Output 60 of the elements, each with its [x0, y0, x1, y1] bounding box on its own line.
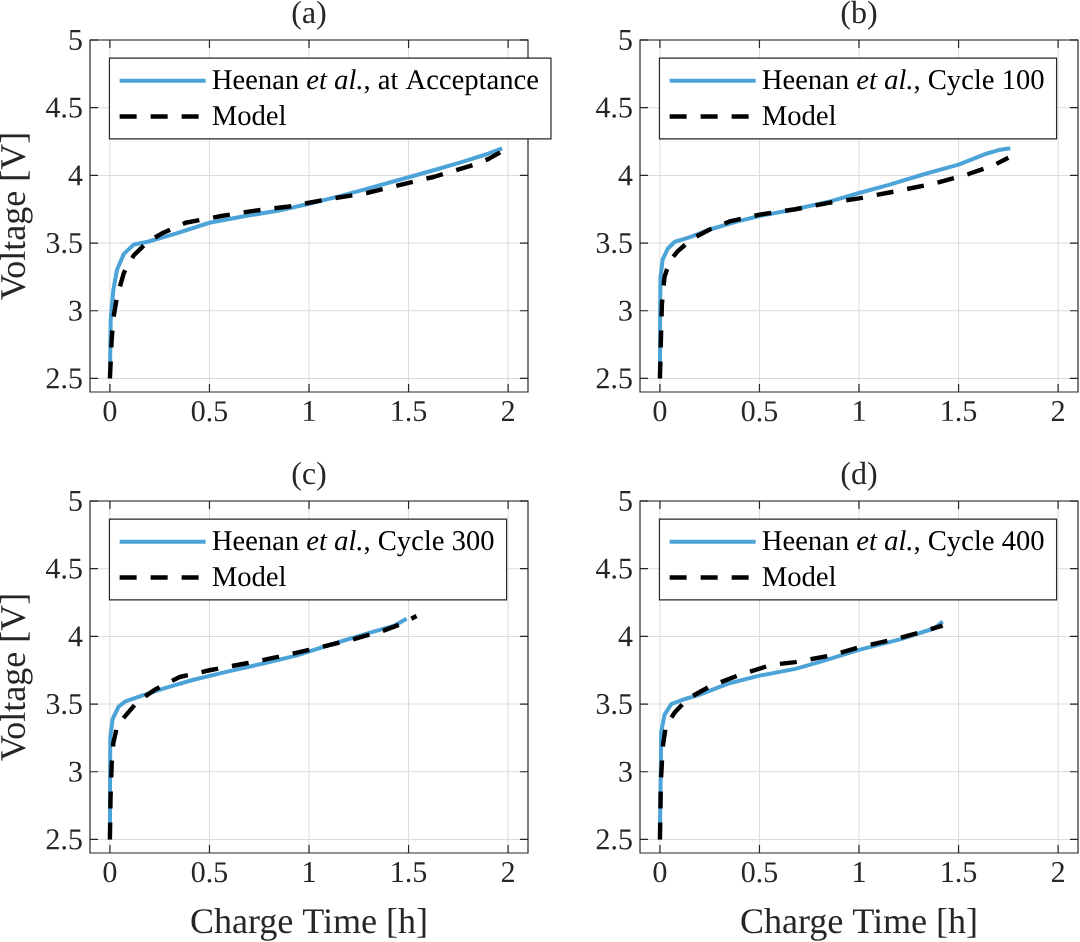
x-tick-label: 0 [103, 401, 117, 422]
x-tick-label: 0.5 [741, 401, 778, 422]
y-tick-label: 3.5 [596, 693, 632, 715]
y-tick-label: 2.5 [596, 829, 632, 850]
y-tick-label: 4.5 [596, 558, 632, 579]
y-tick-label: 4 [68, 165, 83, 186]
chart-title: (a) [292, 0, 326, 30]
y-tick-label: 4.5 [46, 558, 82, 579]
x-tick-label: 1.5 [392, 401, 427, 422]
x-tick-label: 1 [304, 862, 315, 882]
y-tick-label: 3.5 [596, 232, 632, 254]
legend-label: Heenan et al., Cycle 100 [762, 69, 1044, 96]
y-tick-label: 2.5 [46, 368, 82, 389]
x-tick-label: 1 [854, 862, 865, 882]
x-tick-label: 0.5 [191, 401, 228, 422]
x-tick-label: 1.5 [942, 862, 977, 883]
x-tick-label: 0.5 [741, 862, 778, 883]
y-tick-label: 4 [68, 626, 83, 647]
y-tick-label: 5 [69, 30, 82, 50]
y-axis-title: Voltage [V] [0, 134, 33, 300]
y-tick-label: 2.5 [596, 368, 632, 389]
x-tick-label: 1 [854, 401, 865, 421]
x-tick-label: 2 [501, 401, 514, 421]
x-tick-label: 1.5 [392, 862, 427, 883]
legend-label: Heenan et al., Cycle 400 [762, 530, 1044, 557]
y-tick-label: 5 [619, 491, 632, 511]
y-axis-title: Voltage [V] [0, 595, 33, 761]
x-axis-title: Charge Time [h] [191, 908, 426, 941]
x-tick-label: 0 [103, 862, 117, 883]
y-tick-label: 3 [619, 761, 632, 782]
x-tick-label: 2 [1051, 401, 1064, 421]
legend-label: Model [762, 105, 836, 126]
chart-title: (c) [292, 461, 326, 491]
x-tick-label: 1 [304, 401, 315, 421]
y-tick-label: 4.5 [46, 97, 82, 118]
y-tick-label: 4 [618, 626, 633, 647]
y-tick-label: 3.5 [46, 232, 82, 254]
x-axis-title: Charge Time [h] [741, 908, 976, 941]
y-tick-label: 3 [69, 300, 82, 321]
chart-title: (b) [841, 0, 877, 30]
x-tick-label: 2 [1051, 862, 1064, 882]
x-tick-label: 0 [653, 401, 667, 422]
x-tick-label: 2 [501, 862, 514, 882]
legend-label: Model [212, 566, 286, 587]
y-tick-label: 5 [619, 30, 632, 50]
x-tick-label: 1.5 [942, 401, 977, 422]
legend-label: Heenan et al., Cycle 300 [212, 530, 494, 557]
y-tick-label: 4.5 [596, 97, 632, 118]
legend-label: Heenan et al., at Acceptance [212, 69, 538, 96]
y-tick-label: 3.5 [46, 693, 82, 715]
x-tick-label: 0 [653, 862, 667, 883]
y-tick-label: 2.5 [46, 829, 82, 850]
legend-label: Model [212, 105, 286, 126]
y-tick-label: 3 [619, 300, 632, 321]
legend-label: Model [762, 566, 836, 587]
y-tick-label: 5 [69, 491, 82, 511]
y-tick-label: 4 [618, 165, 633, 186]
y-tick-label: 3 [69, 761, 82, 782]
chart-title: (d) [841, 461, 877, 491]
x-tick-label: 0.5 [191, 862, 228, 883]
